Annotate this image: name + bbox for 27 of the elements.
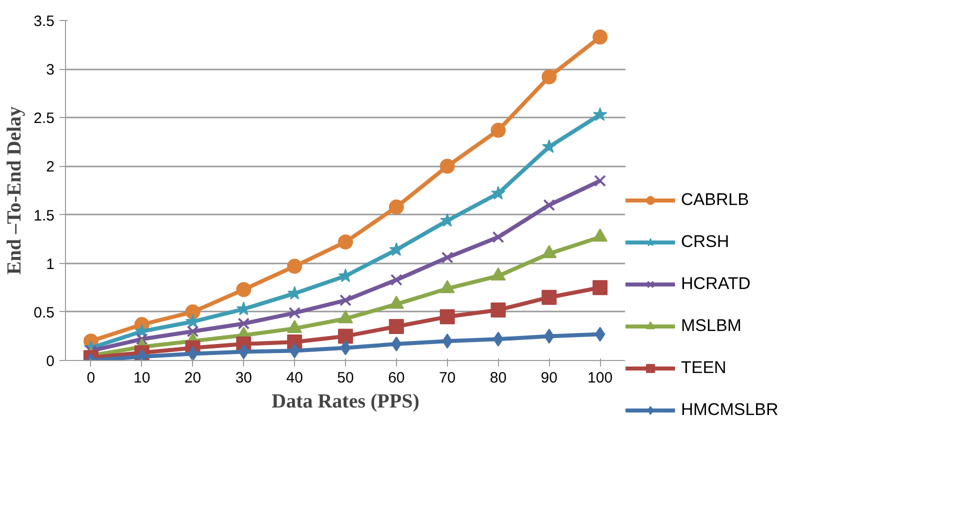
y-tick-label: 0 xyxy=(46,353,54,370)
legend-label: HCRATD xyxy=(681,274,751,294)
x-tick-label: 70 xyxy=(438,370,456,386)
y-tick-label: 0.5 xyxy=(34,304,55,322)
x-tick-label: 10 xyxy=(134,370,150,386)
x-axis-title: Data Rates (PPS) xyxy=(272,390,420,412)
y-tick-label: 2 xyxy=(46,158,54,176)
legend-label: MSLBM xyxy=(681,316,742,336)
y-tick-label: 1.5 xyxy=(34,207,55,224)
legend-label: CRSH xyxy=(681,232,730,252)
y-tick-label: 2.5 xyxy=(34,110,55,128)
legend-label: CABRLB xyxy=(681,190,750,210)
x-tick-label: 0 xyxy=(86,370,96,386)
y-axis-title: End –To-End Delay xyxy=(4,106,26,275)
legend-label: HMCMSLBR xyxy=(681,400,778,420)
x-tick-label: 100 xyxy=(588,370,613,386)
x-tick-label: 40 xyxy=(286,370,303,386)
x-tick-label: 50 xyxy=(337,370,354,386)
x-tick-label: 60 xyxy=(388,370,405,386)
y-tick-label: 1 xyxy=(46,256,54,273)
y-tick-label: 3.5 xyxy=(34,13,55,30)
x-tick-label: 80 xyxy=(490,370,507,386)
x-tick-label: 30 xyxy=(235,370,252,386)
legend-label: TEEN xyxy=(681,358,726,378)
y-tick-label: 3 xyxy=(46,62,54,79)
x-tick-label: 90 xyxy=(540,370,558,386)
x-tick-label: 20 xyxy=(184,370,202,386)
